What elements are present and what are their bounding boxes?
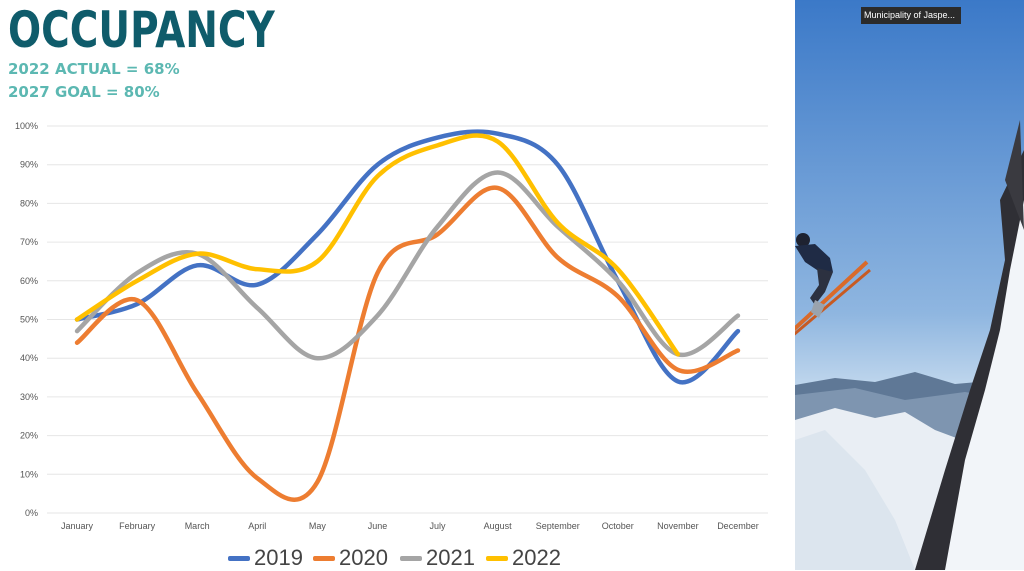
occupancy-line-chart: 0% 10% 20% 30% 40% 50% 60% 70% 80% 90% 100% January… <box>15 121 768 531</box>
series-line-2022 <box>74 133 681 357</box>
legend-swatch-2022 <box>486 555 508 561</box>
x-tick-label: August <box>484 521 513 531</box>
x-tick-label: May <box>309 521 327 531</box>
legend-item-2019: 2019 <box>228 545 303 570</box>
legend-swatch-2019 <box>228 555 250 561</box>
y-tick-label: 90% <box>20 160 38 170</box>
x-tick-label: July <box>430 521 447 531</box>
x-tick-label: March <box>185 521 210 531</box>
skier-photo <box>795 0 1024 570</box>
y-tick-label: 70% <box>20 237 38 247</box>
x-tick-label: October <box>602 521 634 531</box>
x-tick-label: February <box>119 521 156 531</box>
page-title: OCCUPANCY <box>8 1 275 59</box>
x-tick-label: June <box>368 521 388 531</box>
legend-swatch-2020 <box>313 555 335 561</box>
subtitle-actual: 2022 ACTUAL = 68% <box>8 60 180 78</box>
presenter-video-feed <box>795 0 1024 570</box>
subtitle-goal: 2027 GOAL = 80% <box>8 83 160 101</box>
x-tick-label: September <box>536 521 580 531</box>
y-tick-label: 20% <box>20 431 38 441</box>
y-tick-label: 50% <box>20 315 38 325</box>
y-tick-label: 0% <box>25 508 38 518</box>
y-tick-label: 30% <box>20 392 38 402</box>
legend-label-2019: 2019 <box>254 545 303 570</box>
legend-item-2021: 2021 <box>400 545 475 570</box>
y-tick-label: 60% <box>20 276 38 286</box>
legend-label-2020: 2020 <box>339 545 388 570</box>
y-tick-label: 80% <box>20 198 38 208</box>
y-tick-label: 10% <box>20 469 38 479</box>
series-line-2020 <box>74 185 741 502</box>
legend-label-2021: 2021 <box>426 545 475 570</box>
x-tick-label: December <box>717 521 759 531</box>
y-tick-label: 40% <box>20 353 38 363</box>
x-tick-label: January <box>61 521 94 531</box>
x-tick-label: April <box>248 521 266 531</box>
legend-swatch-2021 <box>400 555 422 561</box>
legend-label-2022: 2022 <box>512 545 561 570</box>
legend-item-2020: 2020 <box>313 545 388 570</box>
y-tick-label: 100% <box>15 121 38 131</box>
video-participant-label: Municipality of Jaspe... <box>861 7 961 24</box>
series-line-2021 <box>74 170 741 361</box>
series-line-2019 <box>74 129 741 385</box>
legend-item-2022: 2022 <box>486 545 561 570</box>
x-tick-label: November <box>657 521 699 531</box>
